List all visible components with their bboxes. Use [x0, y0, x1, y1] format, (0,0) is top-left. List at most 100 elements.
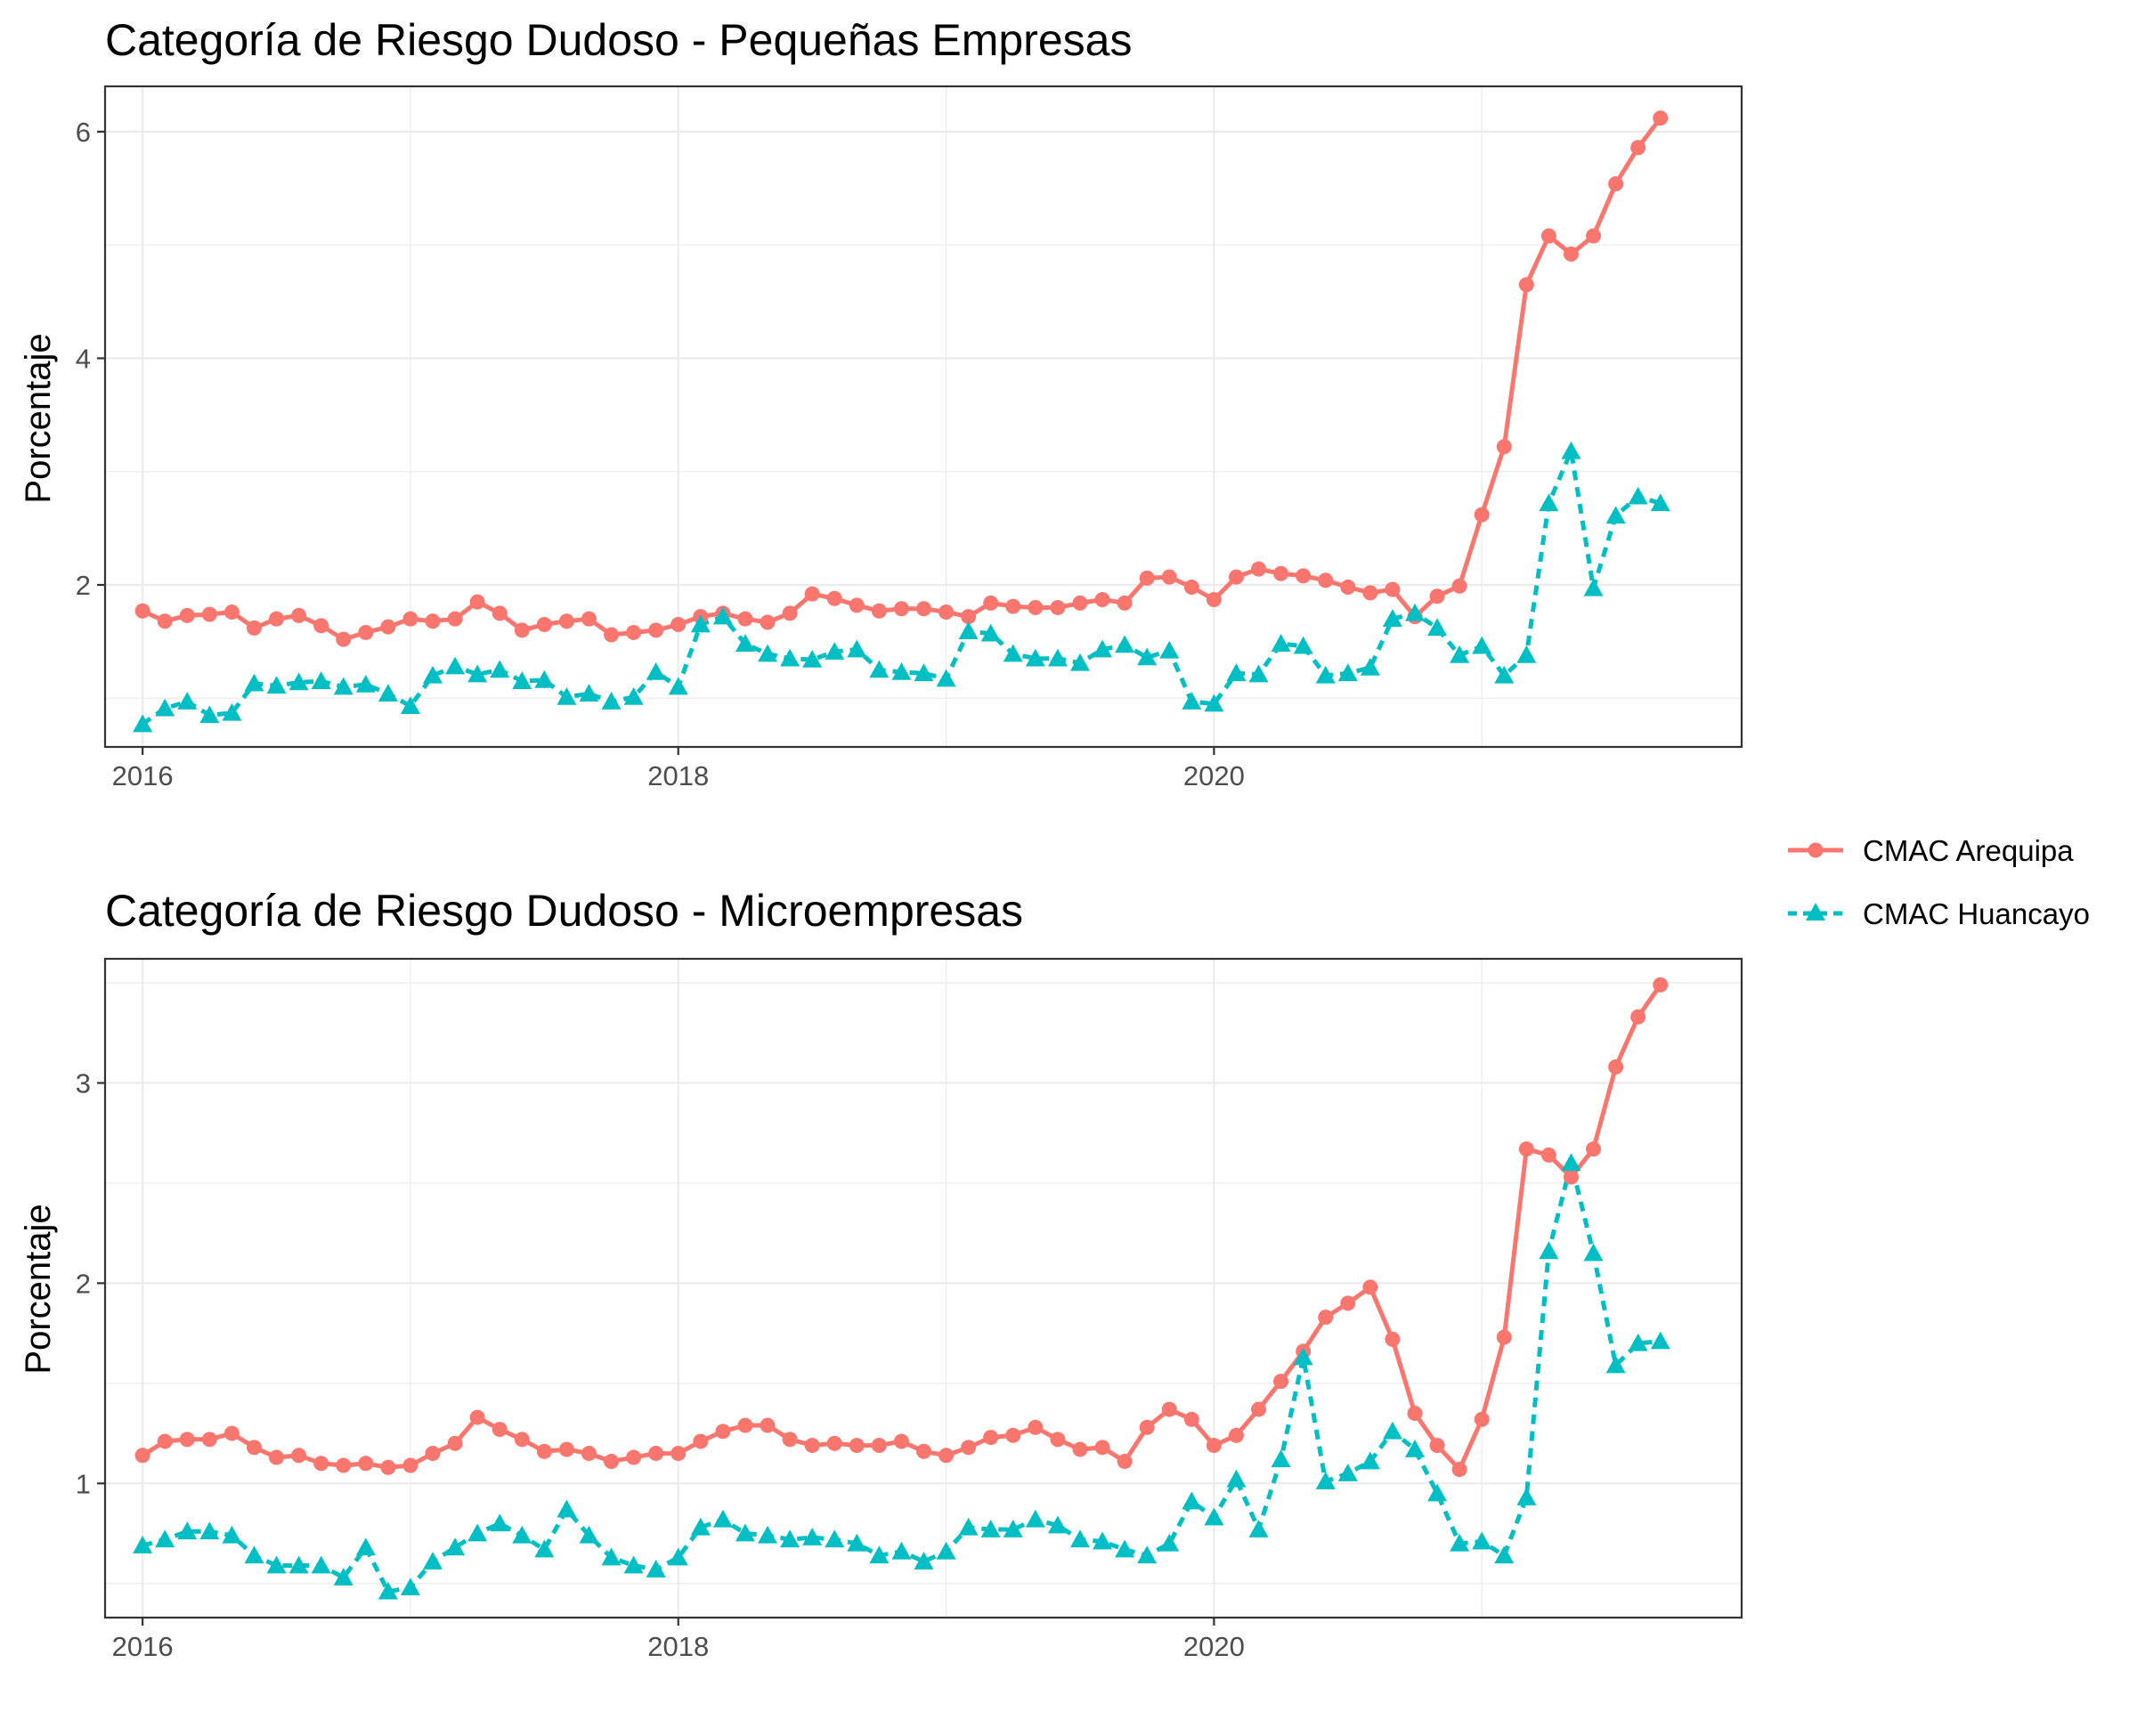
- data-point-cmac-huancayo: [623, 1555, 644, 1574]
- y-tick-label: 3: [76, 1067, 91, 1099]
- legend: CMAC Arequipa CMAC Huancayo: [1788, 834, 2090, 930]
- plot-panel: [105, 86, 1742, 747]
- data-point-cmac-huancayo: [690, 614, 711, 633]
- data-point-cmac-arequipa: [760, 1417, 776, 1433]
- data-point-cmac-huancayo: [1583, 1243, 1604, 1261]
- data-point-cmac-huancayo: [980, 623, 1001, 642]
- data-point-cmac-arequipa: [782, 1432, 798, 1448]
- data-point-cmac-huancayo: [1583, 578, 1604, 596]
- data-point-cmac-huancayo: [891, 662, 912, 680]
- data-point-cmac-huancayo: [311, 1555, 331, 1574]
- data-point-cmac-huancayo: [288, 672, 309, 691]
- data-point-cmac-huancayo: [802, 650, 823, 668]
- data-point-cmac-huancayo: [1337, 1464, 1358, 1481]
- data-point-cmac-huancayo: [222, 702, 242, 721]
- data-point-cmac-arequipa: [1340, 1295, 1356, 1311]
- plot-panel: [105, 959, 1742, 1618]
- data-point-cmac-arequipa: [536, 617, 552, 633]
- data-point-cmac-huancayo: [199, 705, 220, 724]
- data-point-cmac-arequipa: [1050, 599, 1066, 615]
- chart-title: Categoría de Riesgo Dudoso - Microempres…: [105, 886, 1023, 936]
- data-point-cmac-arequipa: [893, 601, 909, 617]
- data-point-cmac-huancayo: [1047, 1515, 1068, 1534]
- data-point-cmac-huancayo: [1069, 1529, 1090, 1548]
- data-point-cmac-huancayo: [1137, 1545, 1158, 1564]
- data-point-cmac-arequipa: [313, 618, 329, 634]
- data-point-cmac-arequipa: [157, 1433, 173, 1449]
- data-point-cmac-arequipa: [581, 611, 597, 627]
- data-point-cmac-huancayo: [690, 1517, 711, 1536]
- data-point-cmac-huancayo: [1003, 1520, 1023, 1537]
- data-point-cmac-arequipa: [604, 1454, 620, 1470]
- data-point-cmac-huancayo: [579, 684, 599, 702]
- data-point-cmac-arequipa: [626, 1449, 642, 1465]
- data-point-cmac-huancayo: [1025, 648, 1045, 667]
- axis-ticks: 2016 2018 2020 2 4 6: [76, 117, 1245, 791]
- data-point-cmac-arequipa: [938, 1448, 955, 1464]
- data-point-cmac-arequipa: [737, 611, 753, 627]
- data-point-cmac-huancayo: [1115, 635, 1135, 653]
- series-layer: [133, 977, 1670, 1600]
- data-point-cmac-huancayo: [1248, 1520, 1269, 1537]
- data-point-cmac-huancayo: [400, 1578, 420, 1596]
- data-point-cmac-arequipa: [1362, 1279, 1378, 1295]
- data-point-cmac-huancayo: [1494, 1545, 1515, 1564]
- data-point-cmac-arequipa: [425, 1446, 441, 1462]
- data-point-cmac-huancayo: [914, 663, 934, 682]
- data-point-cmac-arequipa: [291, 1448, 307, 1464]
- data-point-cmac-arequipa: [1451, 578, 1467, 594]
- data-point-cmac-arequipa: [1608, 1059, 1624, 1075]
- data-point-cmac-arequipa: [760, 614, 776, 630]
- plot-border: [103, 85, 1743, 749]
- data-point-cmac-arequipa: [134, 603, 150, 619]
- y-tick-label: 2: [76, 1268, 91, 1299]
- data-point-cmac-arequipa: [871, 1438, 887, 1454]
- data-point-cmac-huancayo: [869, 1545, 890, 1564]
- data-point-cmac-huancayo: [1405, 603, 1426, 621]
- data-point-cmac-arequipa: [1050, 1432, 1066, 1448]
- data-point-cmac-arequipa: [1273, 565, 1289, 581]
- data-point-cmac-arequipa: [1496, 439, 1512, 455]
- data-point-cmac-arequipa: [223, 604, 240, 621]
- data-point-cmac-huancayo: [467, 1523, 488, 1542]
- data-point-cmac-arequipa: [1251, 1401, 1267, 1417]
- data-point-cmac-arequipa: [826, 590, 842, 606]
- data-point-cmac-arequipa: [1228, 1427, 1244, 1443]
- data-point-cmac-arequipa: [1496, 1329, 1512, 1345]
- data-point-cmac-arequipa: [1518, 1141, 1534, 1157]
- data-point-cmac-huancayo: [311, 671, 331, 689]
- data-point-cmac-arequipa: [1563, 246, 1579, 262]
- data-point-cmac-arequipa: [1094, 592, 1110, 608]
- data-point-cmac-huancayo: [512, 1525, 532, 1544]
- data-point-cmac-huancayo: [914, 1552, 934, 1570]
- data-point-cmac-huancayo: [1605, 1355, 1626, 1374]
- data-point-cmac-huancayo: [1450, 645, 1470, 663]
- data-point-cmac-arequipa: [1183, 1411, 1199, 1427]
- data-point-cmac-arequipa: [1385, 1331, 1401, 1347]
- data-point-cmac-huancayo: [1539, 1241, 1559, 1260]
- data-point-cmac-arequipa: [1518, 277, 1534, 293]
- data-point-cmac-huancayo: [1360, 1451, 1380, 1470]
- data-point-cmac-huancayo: [445, 1537, 466, 1556]
- data-point-cmac-huancayo: [646, 1560, 666, 1578]
- data-point-cmac-arequipa: [983, 595, 999, 611]
- data-point-cmac-arequipa: [1072, 595, 1088, 611]
- data-point-cmac-arequipa: [1407, 1406, 1423, 1422]
- data-point-cmac-huancayo: [177, 692, 198, 710]
- data-point-cmac-huancayo: [825, 1529, 845, 1548]
- data-point-cmac-huancayo: [712, 1509, 733, 1528]
- data-point-cmac-arequipa: [1474, 507, 1490, 523]
- x-tick-label: 2016: [112, 760, 174, 791]
- data-point-cmac-arequipa: [1540, 1147, 1556, 1163]
- data-point-cmac-arequipa: [558, 613, 574, 629]
- data-point-cmac-huancayo: [1159, 640, 1180, 659]
- data-point-cmac-huancayo: [958, 621, 979, 639]
- data-point-cmac-huancayo: [1472, 1531, 1492, 1550]
- data-point-cmac-arequipa: [492, 605, 508, 621]
- data-point-cmac-huancayo: [1293, 636, 1313, 654]
- data-point-cmac-huancayo: [512, 671, 532, 689]
- data-point-cmac-huancayo: [557, 1499, 577, 1518]
- data-point-cmac-arequipa: [246, 1440, 262, 1456]
- data-point-cmac-huancayo: [1115, 1539, 1135, 1558]
- data-point-cmac-arequipa: [1117, 595, 1133, 611]
